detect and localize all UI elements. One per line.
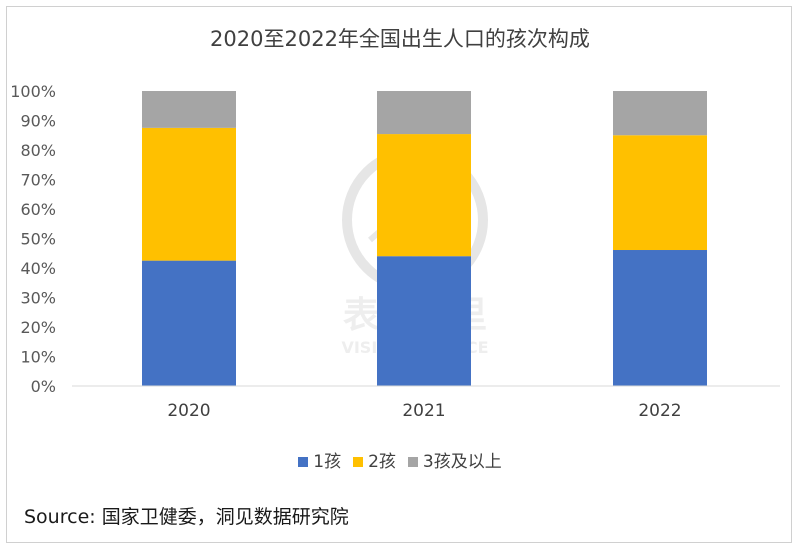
bar-2021-series-0	[377, 256, 471, 386]
y-tick-label: 100%	[10, 82, 56, 101]
y-tick-label: 50%	[20, 230, 56, 249]
bar-2022-series-2	[613, 91, 707, 136]
bars-group	[142, 91, 707, 386]
bar-2021-series-1	[377, 134, 471, 257]
y-tick-label: 90%	[20, 112, 56, 131]
legend-item: 1孩	[298, 447, 341, 472]
y-axis: 0% 10% 20% 30% 40% 50% 60% 70% 80% 90% 100%	[10, 82, 56, 396]
bar-2022-series-1	[613, 135, 707, 251]
legend-swatch	[353, 457, 364, 467]
x-axis: 2020 2021 2022	[72, 385, 780, 421]
x-tick-label: 2022	[638, 401, 681, 421]
bar-2020-series-2	[142, 91, 236, 128]
bar-2021-series-2	[377, 91, 471, 135]
x-tick-label: 2021	[402, 401, 445, 421]
y-tick-label: 70%	[20, 171, 56, 190]
y-tick-label: 10%	[20, 348, 56, 367]
y-tick-label: 20%	[20, 318, 56, 337]
legend-swatch	[298, 457, 309, 467]
y-tick-label: 0%	[31, 377, 56, 396]
source-note: Source: 国家卫健委，洞见数据研究院	[24, 506, 349, 528]
bar-2020-series-1	[142, 127, 236, 261]
legend: 1孩 2孩 3孩及以上	[0, 447, 800, 472]
legend-label: 1孩	[313, 452, 342, 472]
bar-2022-series-0	[613, 250, 707, 386]
legend-item: 2孩	[353, 447, 396, 472]
y-tick-label: 30%	[20, 289, 56, 308]
y-tick-label: 80%	[20, 141, 56, 160]
legend-label: 2孩	[368, 452, 396, 472]
legend-label: 3孩及以上	[422, 452, 502, 472]
x-tick-label: 2020	[167, 401, 210, 421]
y-tick-label: 60%	[20, 200, 56, 219]
bar-2020-series-0	[142, 260, 236, 386]
legend-item: 3孩及以上	[407, 447, 502, 472]
legend-swatch	[407, 457, 418, 467]
y-tick-label: 40%	[20, 259, 56, 278]
chart-title: 2020至2022年全国出生人口的孩次构成	[210, 27, 590, 51]
